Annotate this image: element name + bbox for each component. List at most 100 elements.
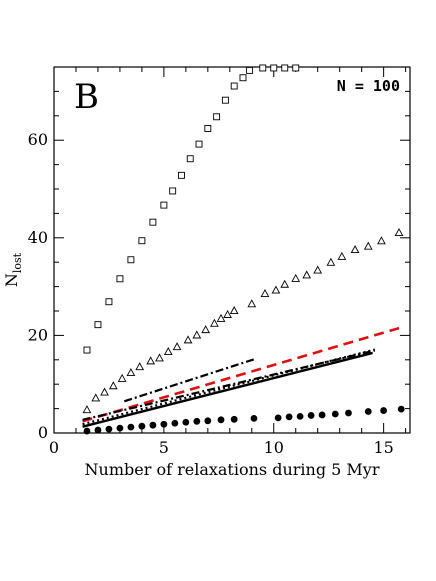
x-tick-label: 10 xyxy=(264,438,284,457)
square-point xyxy=(94,321,102,329)
triangle-point xyxy=(135,362,145,371)
triangle-point xyxy=(313,265,323,274)
circle-point xyxy=(364,408,372,415)
square-point xyxy=(160,201,168,209)
triangle-point xyxy=(271,285,281,294)
series-line xyxy=(123,358,255,403)
triangle-point xyxy=(155,353,164,362)
triangle-point xyxy=(363,241,373,250)
triangle-point xyxy=(163,347,173,356)
plot-frame xyxy=(53,66,411,434)
triangle-point xyxy=(291,273,301,282)
panel-label: B xyxy=(74,77,99,117)
triangle-point xyxy=(394,227,404,236)
n-annotation: N = 100 xyxy=(337,77,400,95)
square-point xyxy=(270,64,278,72)
square-point xyxy=(116,275,124,283)
circle-point xyxy=(380,407,388,414)
axis-ticks xyxy=(53,66,410,434)
triangle-point xyxy=(223,309,232,318)
x-tick-label: 15 xyxy=(373,438,393,457)
circle-point xyxy=(160,420,168,428)
x-tick-label: 5 xyxy=(159,438,169,457)
square-point xyxy=(292,64,300,72)
circle-point xyxy=(307,412,315,419)
circle-point xyxy=(217,416,225,424)
triangle-point xyxy=(302,270,312,279)
triangle-point xyxy=(146,356,156,365)
circle-point xyxy=(250,414,258,422)
square-point xyxy=(83,346,91,354)
series-1-open-square xyxy=(83,64,300,354)
square-point xyxy=(178,171,185,179)
circle-point xyxy=(171,419,179,427)
triangle-point xyxy=(117,373,127,382)
circle-point xyxy=(230,415,238,423)
triangle-point xyxy=(260,288,270,297)
circle-point xyxy=(94,426,102,434)
y-tick-label: 20 xyxy=(28,325,48,344)
circle-point xyxy=(318,411,326,419)
circle-point xyxy=(193,417,201,425)
triangle-point xyxy=(172,342,182,351)
triangle-point xyxy=(100,387,109,396)
triangle-point xyxy=(183,335,193,344)
triangle-point xyxy=(201,325,210,334)
square-point xyxy=(259,64,267,72)
y-axis-title-main: N xyxy=(2,273,21,287)
triangle-point xyxy=(377,236,386,245)
circle-point xyxy=(105,425,113,433)
data-marks xyxy=(82,64,405,435)
series-7-dash-dot-line xyxy=(82,349,376,421)
square-point xyxy=(195,140,203,148)
triangle-point xyxy=(91,393,101,402)
x-tick-label: 0 xyxy=(49,438,59,457)
square-point xyxy=(138,237,146,245)
circle-point xyxy=(397,405,405,413)
circle-point xyxy=(116,424,124,432)
square-point xyxy=(169,187,177,195)
series-2-open-triangle xyxy=(82,227,404,414)
square-point xyxy=(204,125,212,132)
series-4-dashed-line xyxy=(82,326,400,423)
y-tick-label: 60 xyxy=(28,130,48,149)
square-point xyxy=(239,74,247,82)
triangle-point xyxy=(216,313,226,322)
triangle-point xyxy=(82,405,92,414)
square-point xyxy=(149,218,157,226)
triangle-point xyxy=(229,306,239,315)
triangle-point xyxy=(247,299,257,308)
series-8-solid-line xyxy=(82,351,373,428)
square-point xyxy=(221,96,229,104)
triangle-point xyxy=(192,330,202,339)
triangle-point xyxy=(210,318,219,327)
circle-point xyxy=(296,413,304,420)
series-line xyxy=(82,351,373,428)
circle-point xyxy=(127,423,135,431)
series-5-dash-dot-line xyxy=(123,358,255,403)
y-axis-title: Nlost xyxy=(2,252,24,287)
circle-point xyxy=(204,417,212,425)
square-point xyxy=(246,66,254,74)
circle-point xyxy=(182,418,190,426)
triangle-point xyxy=(126,368,136,377)
y-axis-title-sub: lost xyxy=(11,252,24,273)
triangle-point xyxy=(280,279,290,288)
circle-point xyxy=(83,427,91,435)
square-point xyxy=(281,64,289,72)
tick-labels: 0 5 10 15 0 20 40 60 xyxy=(28,130,394,457)
triangle-point xyxy=(337,251,347,260)
series-line xyxy=(82,326,400,423)
square-point xyxy=(105,298,113,306)
series-line xyxy=(82,349,376,421)
square-point xyxy=(230,82,238,90)
svg-text:Nlost: Nlost xyxy=(2,252,24,287)
x-axis-title: Number of relaxations during 5 Myr xyxy=(85,460,380,479)
triangle-point xyxy=(350,245,360,254)
y-tick-label: 0 xyxy=(38,423,48,442)
series-line xyxy=(82,348,376,426)
series-3-filled-circle xyxy=(83,405,405,435)
square-point xyxy=(186,155,194,163)
circle-point xyxy=(331,410,339,418)
series-6-dotted-line xyxy=(82,348,376,426)
